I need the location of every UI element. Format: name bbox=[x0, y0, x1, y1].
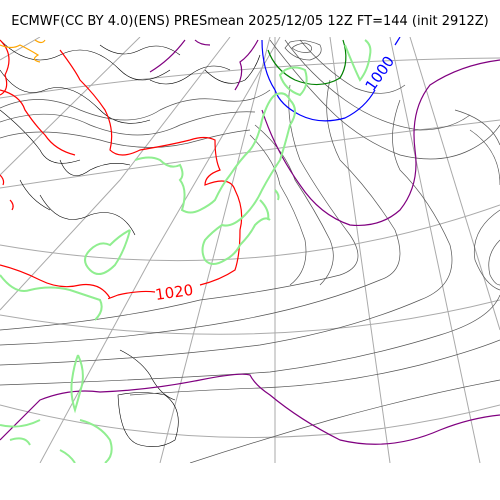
terrain-line bbox=[0, 109, 81, 164]
isobar-label-1000: 1000 bbox=[362, 53, 399, 95]
isobar-line bbox=[189, 379, 500, 463]
isobar-line bbox=[0, 111, 256, 136]
isobar-line bbox=[249, 134, 307, 286]
terrain-line bbox=[149, 65, 231, 85]
isobar-line bbox=[261, 59, 500, 227]
isobar-line bbox=[284, 39, 471, 131]
terrain-line bbox=[99, 44, 181, 56]
isobar-line bbox=[0, 264, 156, 300]
isobar-line bbox=[488, 239, 500, 286]
isobar-line bbox=[0, 89, 271, 121]
meridian-line bbox=[409, 37, 500, 331]
isobar-line bbox=[473, 209, 500, 291]
meridian-line bbox=[0, 37, 41, 61]
isobar-1000 bbox=[261, 37, 401, 122]
coastline-taiwan bbox=[70, 354, 84, 414]
coastline-japan bbox=[134, 92, 296, 265]
isobar-line bbox=[0, 44, 41, 63]
isobar-line bbox=[261, 39, 376, 122]
meridian-line bbox=[389, 37, 481, 463]
parallel-line bbox=[0, 119, 500, 189]
parallel-line bbox=[0, 299, 500, 335]
terrain-line bbox=[59, 159, 131, 176]
isobar-line bbox=[291, 42, 312, 53]
isobar-line bbox=[0, 39, 10, 96]
coastline-kuril bbox=[259, 189, 280, 221]
terrain-line bbox=[119, 349, 176, 401]
terrain-contours bbox=[0, 39, 261, 447]
isobar-line bbox=[267, 39, 347, 86]
isobar-line bbox=[0, 174, 5, 186]
isobar-line bbox=[299, 39, 406, 94]
isobar-line bbox=[269, 39, 500, 160]
terrain-line bbox=[0, 39, 171, 81]
isobar-line bbox=[234, 39, 259, 91]
parallel-line bbox=[0, 57, 500, 99]
meridian-line bbox=[0, 37, 141, 176]
isobar-line bbox=[454, 109, 500, 146]
coastlines bbox=[0, 39, 372, 463]
isobar-line bbox=[129, 339, 500, 396]
isobar-line bbox=[9, 199, 14, 211]
isobar-line bbox=[0, 99, 453, 366]
pressure-map: 1000 1020 bbox=[0, 37, 500, 463]
terrain-line bbox=[0, 69, 151, 124]
isobar-line bbox=[194, 39, 211, 46]
isobar-purple bbox=[0, 39, 500, 445]
isobar-line bbox=[0, 79, 401, 346]
isobar-line bbox=[469, 129, 500, 186]
isobar-line bbox=[34, 39, 46, 44]
isobar-line bbox=[0, 129, 251, 148]
isobar-line bbox=[0, 89, 76, 156]
coastline-sakhalin bbox=[344, 39, 372, 82]
isobars bbox=[0, 39, 500, 463]
map-title: ECMWF(CC BY 4.0)(ENS) PRESmean 2025/12/0… bbox=[11, 14, 489, 29]
terrain-line bbox=[117, 392, 179, 447]
coastline-philippines bbox=[59, 419, 113, 463]
isobar-green bbox=[267, 39, 347, 86]
isobar-line bbox=[0, 373, 500, 445]
meridian-line bbox=[329, 37, 391, 463]
isobar-line bbox=[59, 49, 243, 286]
coastline-islands bbox=[0, 419, 41, 446]
isobar-line bbox=[254, 124, 334, 286]
isobar-line bbox=[284, 40, 322, 61]
meridian-line bbox=[159, 37, 271, 463]
coastline-hokkaido bbox=[278, 66, 308, 97]
isobar-orange bbox=[0, 39, 46, 63]
terrain-line bbox=[39, 194, 136, 236]
isobar-line bbox=[0, 84, 359, 331]
coastline-korea bbox=[84, 229, 131, 275]
isobar-line bbox=[394, 37, 401, 46]
isobar-line bbox=[149, 39, 186, 73]
parallel-line bbox=[0, 404, 500, 438]
isobar-1020 bbox=[0, 39, 243, 300]
terrain-line bbox=[204, 54, 261, 84]
terrain-line bbox=[19, 179, 51, 211]
parallel-line bbox=[0, 204, 500, 262]
isobar-label-1020: 1020 bbox=[154, 281, 194, 304]
meridian-line bbox=[0, 37, 231, 311]
coastline-china bbox=[0, 274, 103, 321]
graticule bbox=[0, 37, 500, 463]
isobar-line bbox=[0, 294, 500, 386]
